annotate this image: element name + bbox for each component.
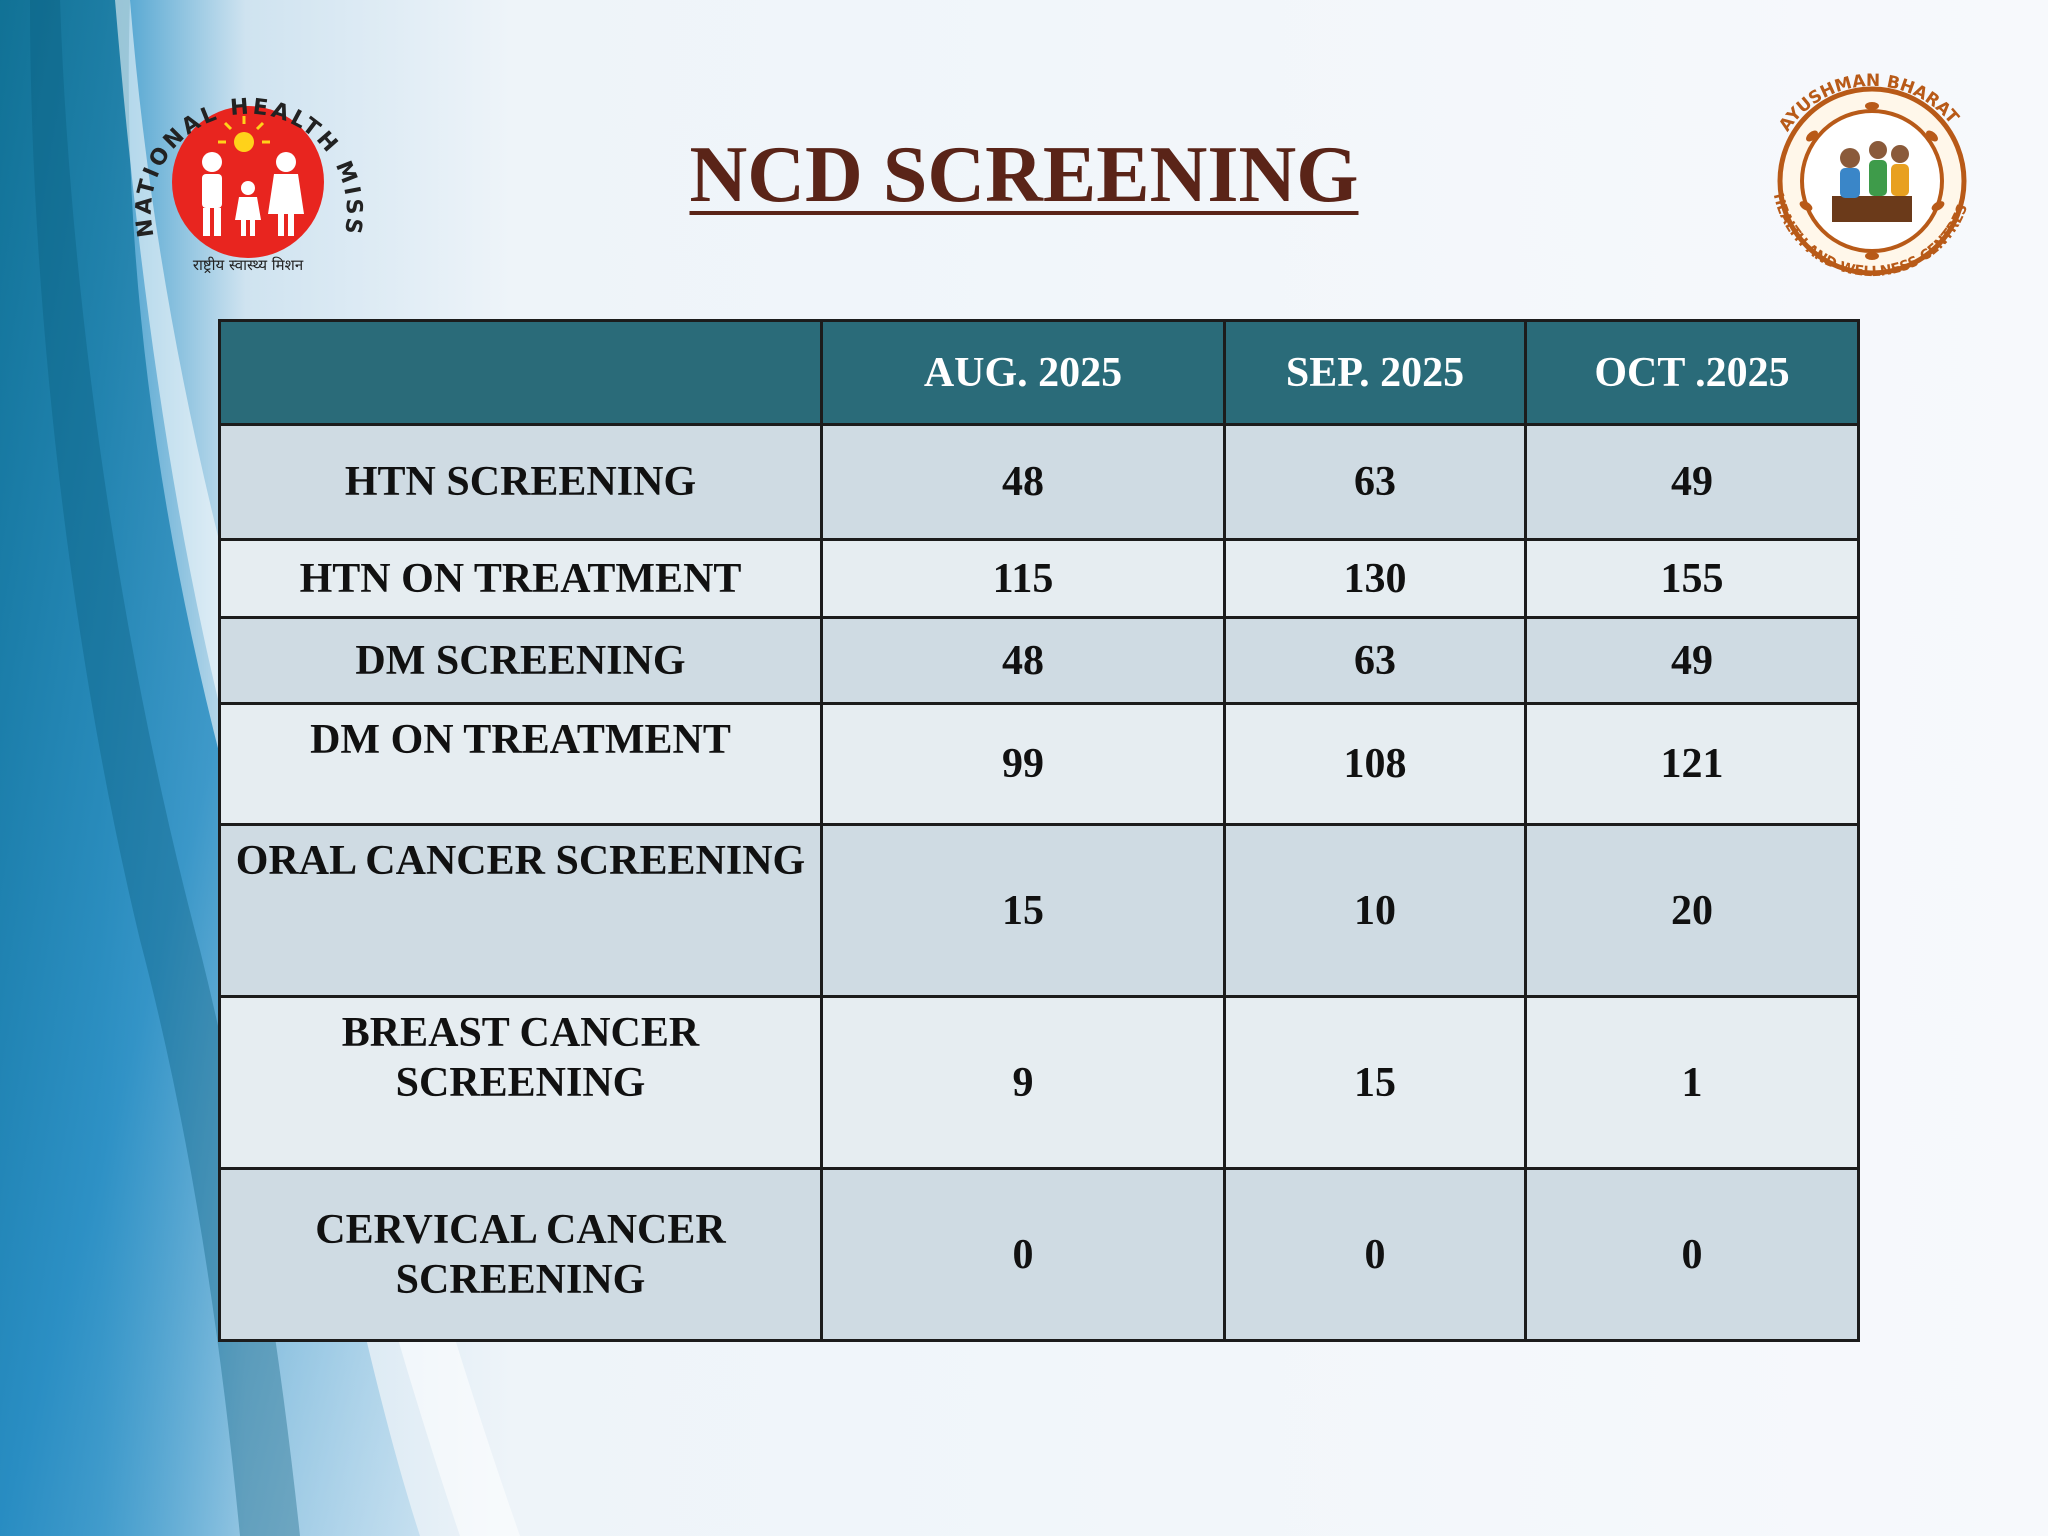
- column-header-oct: OCT .2025: [1524, 319, 1860, 426]
- row-label: HTN ON TREATMENT: [218, 538, 823, 619]
- table-row: CERVICAL CANCER SCREENING 0 0 0: [218, 1167, 1860, 1342]
- table-cell: 99: [820, 702, 1226, 826]
- row-label: HTN SCREENING: [218, 423, 823, 541]
- column-header-blank: [218, 319, 823, 426]
- column-header-sep: SEP. 2025: [1223, 319, 1527, 426]
- row-label: ORAL CANCER SCREENING: [218, 823, 823, 998]
- table-cell: 155: [1524, 538, 1860, 619]
- table-cell: 9: [820, 995, 1226, 1170]
- nhm-logo-hindi-text: राष्ट्रीय स्वास्थ्य मिशन: [193, 256, 304, 274]
- table-cell: 108: [1223, 702, 1527, 826]
- row-label: DM SCREENING: [218, 616, 823, 705]
- table-cell: 15: [1223, 995, 1527, 1170]
- table-cell: 10: [1223, 823, 1527, 998]
- ncd-screening-table: AUG. 2025 SEP. 2025 OCT .2025 HTN SCREEN…: [218, 319, 1860, 1342]
- table-row: DM SCREENING 48 63 49: [218, 616, 1860, 705]
- table-cell: 49: [1524, 423, 1860, 541]
- table-cell: 20: [1524, 823, 1860, 998]
- table-cell: 115: [820, 538, 1226, 619]
- table-cell: 0: [820, 1167, 1226, 1342]
- row-label: CERVICAL CANCER SCREENING: [218, 1167, 823, 1342]
- table-row: HTN ON TREATMENT 115 130 155: [218, 538, 1860, 619]
- row-label: BREAST CANCER SCREENING: [218, 995, 823, 1170]
- table-cell: 15: [820, 823, 1226, 998]
- table-row: BREAST CANCER SCREENING 9 15 1: [218, 995, 1860, 1170]
- table-cell: 63: [1223, 616, 1527, 705]
- column-header-aug: AUG. 2025: [820, 319, 1226, 426]
- ayushman-bharat-logo: AYUSHMAN BHARAT HEALTH AND WELLNESS CENT…: [1750, 66, 1995, 292]
- table-row: HTN SCREENING 48 63 49: [218, 423, 1860, 541]
- table-cell: 0: [1524, 1167, 1860, 1342]
- table-row: DM ON TREATMENT 99 108 121: [218, 702, 1860, 826]
- table-cell: 121: [1524, 702, 1860, 826]
- table-cell: 0: [1223, 1167, 1527, 1342]
- row-label: DM ON TREATMENT: [218, 702, 823, 826]
- page-title-text: NCD SCREENING: [689, 131, 1359, 219]
- table-cell: 48: [820, 616, 1226, 705]
- page-title: NCD SCREENING: [0, 130, 2048, 221]
- table-cell: 49: [1524, 616, 1860, 705]
- table-row: ORAL CANCER SCREENING 15 10 20: [218, 823, 1860, 998]
- table-header-row: AUG. 2025 SEP. 2025 OCT .2025: [218, 319, 1860, 426]
- table-cell: 63: [1223, 423, 1527, 541]
- table-cell: 48: [820, 423, 1226, 541]
- national-health-mission-logo: NATIONAL HEALTH MISSION राष्ट्रीय स्वास्…: [117, 45, 368, 282]
- table-cell: 1: [1524, 995, 1860, 1170]
- table-cell: 130: [1223, 538, 1527, 619]
